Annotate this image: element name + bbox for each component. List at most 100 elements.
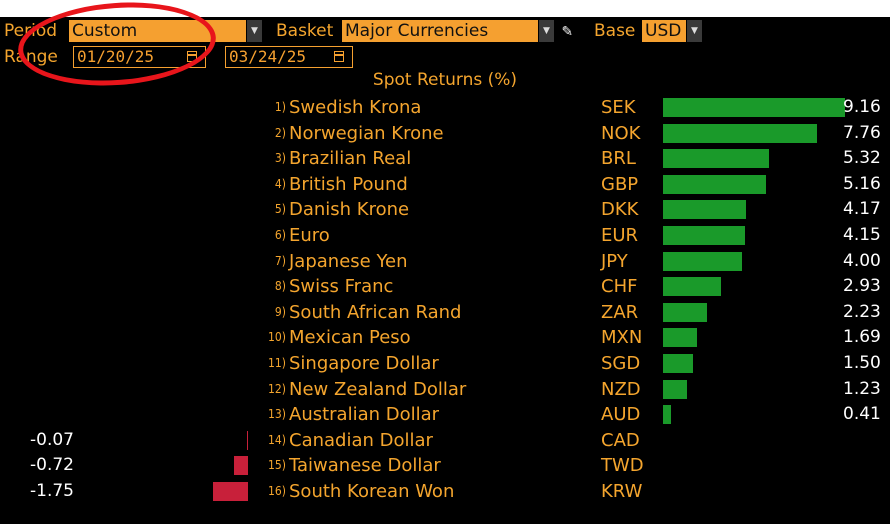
table-row[interactable]: 4) British Pound GBP 5.16 bbox=[0, 172, 890, 197]
currency-name[interactable]: New Zealand Dollar bbox=[289, 378, 467, 400]
currency-name[interactable]: South Korean Won bbox=[289, 481, 455, 502]
basket-label: Basket bbox=[276, 21, 334, 41]
bar-eur bbox=[663, 226, 746, 245]
table-row[interactable]: 8) Swiss Franc CHF 2.93 bbox=[0, 274, 890, 299]
rank-label: 4) bbox=[274, 176, 286, 191]
value-label-cad: -0.07 bbox=[30, 429, 74, 450]
currency-name[interactable]: Swedish Krona bbox=[289, 97, 422, 118]
rank-label: 9) bbox=[274, 304, 286, 319]
value-label-sgd: 1.50 bbox=[843, 353, 881, 373]
rank-label: 6) bbox=[274, 228, 286, 242]
value-label-dkk: 4.17 bbox=[843, 199, 881, 220]
bar-krw bbox=[213, 482, 248, 501]
bar-jpy bbox=[663, 251, 743, 271]
bar-twd bbox=[233, 456, 248, 476]
currency-code: NZD bbox=[601, 378, 641, 400]
currency-name[interactable]: Taiwanese Dollar bbox=[289, 455, 441, 477]
base-select[interactable]: USD bbox=[642, 20, 686, 42]
table-row[interactable]: 13) Australian Dollar AUD 0.41 bbox=[0, 402, 890, 427]
currency-name[interactable]: Australian Dollar bbox=[289, 404, 440, 426]
currency-name[interactable]: Danish Krone bbox=[289, 199, 410, 221]
bar-gbp bbox=[663, 174, 766, 194]
rank-label: 7) bbox=[274, 253, 286, 268]
value-label-chf: 2.93 bbox=[843, 276, 881, 297]
rank-label: 15) bbox=[268, 458, 286, 473]
value-label-nzd: 1.23 bbox=[843, 378, 881, 399]
chevron-down-icon[interactable]: ▼ bbox=[247, 20, 262, 42]
value-label-twd: -0.72 bbox=[30, 455, 74, 476]
bar-sek bbox=[663, 98, 845, 117]
currency-code: CAD bbox=[601, 429, 640, 451]
range-label: Range bbox=[4, 47, 58, 67]
currency-code: CHF bbox=[601, 276, 638, 298]
bar-cad bbox=[246, 430, 248, 450]
currency-name[interactable]: Japanese Yen bbox=[289, 250, 408, 272]
calendar-icon[interactable] bbox=[334, 51, 344, 62]
rank-label: 2) bbox=[274, 125, 286, 140]
chevron-down-icon[interactable]: ▼ bbox=[687, 20, 702, 42]
rank-label: 8) bbox=[274, 279, 286, 294]
table-row[interactable]: 12) New Zealand Dollar NZD 1.23 bbox=[0, 377, 890, 402]
value-label-krw: -1.75 bbox=[30, 481, 74, 501]
table-row[interactable]: 1) Swedish Krona SEK 9.16 bbox=[0, 95, 890, 120]
currency-name[interactable]: Euro bbox=[289, 225, 330, 246]
currency-name[interactable]: Mexican Peso bbox=[289, 327, 411, 349]
currency-name[interactable]: Canadian Dollar bbox=[289, 429, 433, 451]
table-row[interactable]: 9) South African Rand ZAR 2.23 bbox=[0, 300, 890, 325]
chevron-down-icon[interactable]: ▼ bbox=[539, 20, 554, 42]
table-row[interactable]: 5) Danish Krone DKK 4.17 bbox=[0, 197, 890, 222]
currency-code: GBP bbox=[601, 173, 639, 195]
currency-name[interactable]: Swiss Franc bbox=[289, 276, 394, 298]
range-end-input[interactable]: 03/24/25 bbox=[225, 46, 353, 68]
table-row[interactable]: 3) Brazilian Real BRL 5.32 bbox=[0, 146, 890, 171]
table-row[interactable]: 2) Norwegian Krone NOK 7.76 bbox=[0, 121, 890, 146]
currency-code: JPY bbox=[601, 250, 628, 272]
currency-code: AUD bbox=[601, 404, 641, 426]
bar-nok bbox=[663, 123, 818, 143]
currency-code: SGD bbox=[601, 353, 641, 374]
currency-name[interactable]: Brazilian Real bbox=[289, 148, 412, 170]
currency-code: ZAR bbox=[601, 301, 639, 323]
currency-name[interactable]: Norwegian Krone bbox=[289, 122, 444, 144]
rank-label: 3) bbox=[274, 151, 286, 166]
value-label-brl: 5.32 bbox=[843, 148, 881, 169]
table-row[interactable]: 11) Singapore Dollar SGD 1.50 bbox=[0, 351, 890, 376]
rank-label: 12) bbox=[268, 381, 286, 396]
currency-code: KRW bbox=[601, 481, 643, 502]
currency-name[interactable]: Singapore Dollar bbox=[289, 353, 439, 374]
table-row[interactable]: 15) Taiwanese Dollar TWD -0.72 bbox=[0, 453, 890, 478]
top-strip bbox=[0, 0, 890, 17]
bar-chf bbox=[663, 277, 722, 297]
currency-name[interactable]: South African Rand bbox=[289, 301, 462, 323]
currency-code: MXN bbox=[601, 327, 643, 349]
bar-dkk bbox=[663, 200, 746, 220]
calendar-icon[interactable] bbox=[187, 51, 197, 62]
rank-label: 14) bbox=[268, 432, 286, 447]
value-label-aud: 0.41 bbox=[843, 404, 881, 425]
rank-label: 1) bbox=[274, 100, 286, 114]
table-row[interactable]: 7) Japanese Yen JPY 4.00 bbox=[0, 249, 890, 274]
currency-code: BRL bbox=[601, 148, 636, 170]
rank-label: 10) bbox=[268, 330, 286, 345]
bar-mxn bbox=[663, 328, 697, 348]
range-start-input[interactable]: 01/20/25 bbox=[73, 46, 206, 68]
value-label-nok: 7.76 bbox=[843, 122, 881, 143]
currency-code: SEK bbox=[601, 97, 636, 118]
value-label-zar: 2.23 bbox=[843, 301, 881, 322]
table-row[interactable]: 10) Mexican Peso MXN 1.69 bbox=[0, 325, 890, 350]
bar-brl bbox=[663, 149, 769, 169]
bar-nzd bbox=[663, 379, 688, 399]
period-label: Period bbox=[4, 21, 58, 41]
currency-code: EUR bbox=[601, 225, 639, 246]
basket-select[interactable]: Major Currencies bbox=[342, 20, 538, 42]
currency-name[interactable]: British Pound bbox=[289, 173, 408, 195]
period-select[interactable]: Custom bbox=[69, 20, 246, 42]
value-label-eur: 4.15 bbox=[843, 225, 881, 245]
pencil-icon[interactable]: ✎ bbox=[562, 21, 573, 41]
table-row[interactable]: 6) Euro EUR 4.15 bbox=[0, 223, 890, 248]
currency-code: TWD bbox=[601, 455, 644, 477]
value-label-mxn: 1.69 bbox=[843, 327, 881, 348]
value-label-sek: 9.16 bbox=[843, 97, 881, 117]
table-row[interactable]: 14) Canadian Dollar CAD -0.07 bbox=[0, 428, 890, 453]
table-row[interactable]: 16) South Korean Won KRW -1.75 bbox=[0, 479, 890, 504]
